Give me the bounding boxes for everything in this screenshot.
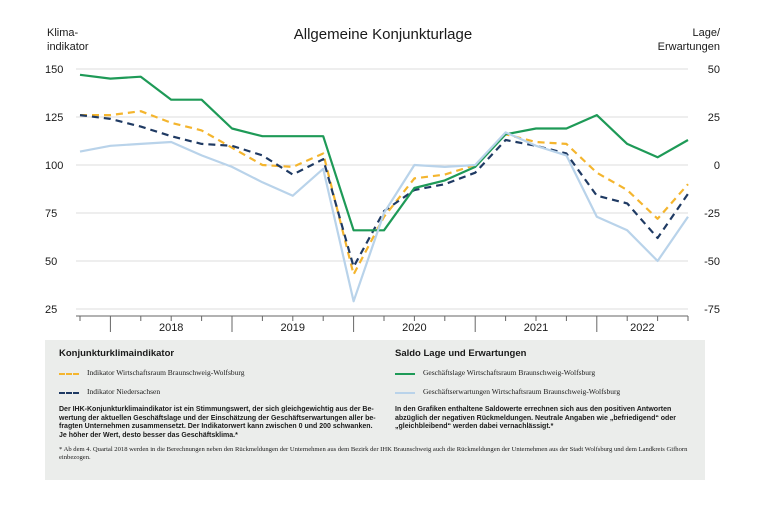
left-tick-label-125: 125 bbox=[45, 112, 63, 124]
x-axis: 2018 2019 2020 2021 2022 bbox=[76, 315, 689, 334]
right-tick-label-0: 0 bbox=[714, 160, 720, 172]
right-tick-label-50: 50 bbox=[708, 64, 720, 76]
left-axis-label-line-1: Klima- bbox=[47, 27, 79, 39]
gridlines bbox=[76, 68, 688, 310]
left-tick-label-150: 150 bbox=[45, 64, 63, 76]
legend-note-saldo: In den Grafiken enthaltene Saldowerte er… bbox=[395, 406, 676, 430]
legend-item-indikator-bs-wob: Indikator Wirtschaftsraum Braunschweig-W… bbox=[87, 368, 245, 377]
right-tick-label--75: -75 bbox=[704, 304, 720, 316]
right-axis-label-line-2: Erwartungen bbox=[658, 41, 720, 53]
left-tick-label-50: 50 bbox=[45, 256, 57, 268]
legend-swatch-geschaeftslage bbox=[395, 373, 415, 375]
legend-swatch-indikator-bs-wob bbox=[59, 373, 79, 375]
legend-heading-saldo: Saldo Lage und Erwartungen bbox=[395, 348, 527, 359]
series-line-3 bbox=[79, 73, 689, 232]
x-year-label-2020: 2020 bbox=[402, 322, 426, 334]
series-line-1 bbox=[80, 110, 689, 276]
x-year-label-2019: 2019 bbox=[281, 322, 305, 334]
legend-item-geschaeftserwartungen: Geschäftserwartungen Wirtschaftsraum Bra… bbox=[423, 387, 621, 396]
left-axis-label-line-2: indikator bbox=[47, 41, 89, 53]
legend-footnote: * Ab dem 4. Quartal 2018 werden in die B… bbox=[59, 446, 688, 461]
right-tick-label-25: 25 bbox=[708, 112, 720, 124]
left-tick-label-25: 25 bbox=[45, 304, 57, 316]
line-chart: Allgemeine Konjunkturlage Klima- indikat… bbox=[45, 26, 721, 334]
x-year-label-2018: 2018 bbox=[159, 322, 183, 334]
series-lines bbox=[79, 73, 689, 303]
x-year-label-2021: 2021 bbox=[524, 322, 548, 334]
legend-item-geschaeftslage: Geschäftslage Wirtschaftsraum Braunschwe… bbox=[423, 368, 596, 377]
right-tick-label--50: -50 bbox=[704, 256, 720, 268]
series-line-4 bbox=[79, 131, 689, 303]
legend-note-klima: Der IHK-Konjunkturklimaindikator ist ein… bbox=[59, 406, 376, 439]
left-tick-label-100: 100 bbox=[45, 160, 63, 172]
right-axis-ticks: -75 -50 -25 0 25 50 bbox=[704, 64, 720, 316]
left-axis-ticks: 25 50 75 100 125 150 bbox=[45, 64, 63, 316]
series-line-2 bbox=[79, 114, 689, 268]
legend-swatch-geschaeftserwartungen bbox=[395, 392, 415, 394]
legend-heading-klima: Konjunkturklimaindikator bbox=[59, 348, 175, 359]
left-tick-label-75: 75 bbox=[45, 208, 57, 220]
legend-panel: Konjunkturklimaindikator Saldo Lage und … bbox=[45, 340, 705, 480]
right-tick-label--25: -25 bbox=[704, 208, 720, 220]
right-axis-label-line-1: Lage/ bbox=[692, 27, 720, 39]
chart-title: Allgemeine Konjunkturlage bbox=[294, 26, 472, 43]
x-year-label-2022: 2022 bbox=[630, 322, 654, 334]
legend-swatch-indikator-nds bbox=[59, 392, 79, 394]
legend-item-indikator-nds: Indikator Niedersachsen bbox=[87, 387, 161, 396]
